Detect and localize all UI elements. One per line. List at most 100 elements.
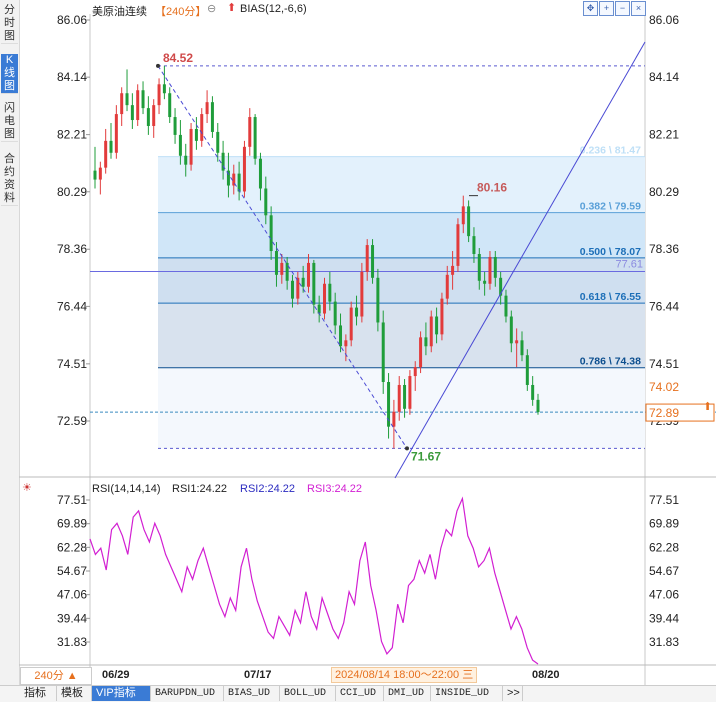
rsi-settings-icon[interactable]: ☀ — [22, 482, 32, 494]
hline-label: 77.61 — [615, 259, 643, 271]
bottom-tab-3[interactable]: BARUPDN_UD — [151, 686, 224, 701]
bottom-tab-9[interactable]: >> — [503, 686, 523, 701]
indicator-tab-bar: 指标 模板 VIP指标 BARUPDN_UD BIAS_UD BOLL_UD CCI_UD D… — [0, 685, 716, 702]
bottom-tab-4[interactable]: BIAS_UD — [224, 686, 280, 701]
scroll-up-icon: ⬆ — [703, 401, 712, 413]
candle-body — [323, 283, 327, 314]
fib-zone-2 — [158, 257, 645, 304]
high-marker — [156, 63, 160, 68]
candle-body — [376, 277, 380, 323]
candle-body — [461, 206, 465, 225]
current-price-label: 74.02 — [649, 380, 679, 394]
period-selector[interactable]: 240分 ▲ — [20, 667, 92, 685]
candle-body — [520, 340, 524, 356]
rsi-tick-right-2: 62.28 — [649, 540, 679, 554]
candle-body — [290, 280, 294, 299]
candle-body — [109, 140, 113, 153]
sidebar-tab-2[interactable]: 闪电图 — [1, 102, 18, 142]
candle-body — [285, 262, 289, 281]
candle-body — [440, 298, 444, 335]
candle-body — [424, 337, 428, 347]
candle-body — [114, 114, 118, 153]
candle-body — [408, 376, 412, 409]
fib-label-0: 0.236 \ 81.47 — [580, 145, 641, 157]
candle-body — [269, 215, 273, 252]
candle-body — [301, 277, 305, 287]
candle-body — [451, 265, 455, 275]
bottom-tab-0[interactable]: 指标 — [20, 686, 57, 701]
candle-body — [397, 384, 401, 412]
fib-label-4: 0.786 \ 74.38 — [580, 356, 641, 368]
price-tick-right-2: 82.21 — [649, 128, 679, 142]
candle-body — [104, 140, 108, 168]
candle-body — [349, 307, 353, 341]
cursor-time-label: 2024/08/14 18:00～22:00 三 — [331, 667, 478, 683]
candle-body — [419, 337, 423, 368]
zoom-out-icon[interactable]: − — [615, 1, 630, 16]
rsi-tick-right-5: 39.44 — [649, 611, 679, 625]
low-marker — [405, 446, 409, 451]
candle-body — [381, 322, 385, 383]
price-tick-right-0: 86.06 — [649, 13, 679, 27]
candle-body — [264, 188, 268, 216]
date-label-2: 07/17 — [244, 669, 272, 681]
candle-body — [344, 340, 348, 347]
close-panel-icon[interactable]: × — [631, 1, 646, 16]
rsi2-value: RSI2:24.22 — [240, 483, 296, 495]
bottom-tab-5[interactable]: BOLL_UD — [280, 686, 336, 701]
candle-body — [157, 84, 161, 106]
sidebar-tab-3[interactable]: 合约资料 — [1, 153, 18, 206]
candle-body — [130, 105, 134, 121]
date-label-3: 08/20 — [532, 669, 560, 681]
instrument-name: 美原油连续 — [92, 6, 147, 18]
rsi-line — [89, 496, 539, 665]
rsi-tick-right-0: 77.51 — [649, 493, 679, 507]
sidebar-tab-0[interactable]: 分时图 — [1, 4, 18, 44]
rsi-header: RSI(14,14,14) — [92, 483, 161, 495]
candle-body — [317, 304, 321, 314]
candle-body — [525, 355, 529, 385]
bottom-tab-1[interactable]: 模板 — [57, 686, 92, 701]
candle-body — [168, 93, 172, 118]
chart-canvas[interactable]: 0.236 \ 81.47 0.382 \ 79.59 0.500 \ 78.07 0… — [0, 0, 716, 685]
candle-body — [483, 280, 487, 284]
zoom-in-icon[interactable]: + — [599, 1, 614, 16]
rsi3-value: RSI3:24.22 — [307, 483, 363, 495]
period-badge[interactable]: 【240分】 — [155, 6, 207, 18]
candle-body — [221, 152, 225, 171]
rsi-tick-left-4: 47.06 — [57, 588, 87, 602]
candle-body — [403, 384, 407, 409]
candle-body — [216, 131, 220, 153]
rsi-tick-left-1: 69.89 — [57, 517, 87, 531]
candle-body — [306, 262, 310, 287]
rsi-tick-right-6: 31.83 — [649, 635, 679, 649]
candle-body — [493, 256, 497, 278]
candle-body — [509, 316, 513, 344]
bottom-tab-6[interactable]: CCI_UD — [336, 686, 384, 701]
candle-body — [152, 105, 156, 126]
bottom-tab-8[interactable]: INSIDE_UD — [431, 686, 503, 701]
candle-body — [515, 340, 519, 344]
candle-body — [237, 173, 241, 192]
candle-body — [242, 146, 246, 192]
bottom-tab-7[interactable]: DMI_UD — [384, 686, 431, 701]
candle-body — [413, 367, 417, 377]
fib-zone-0 — [158, 156, 645, 213]
candle-body — [93, 170, 97, 180]
fib-diagonal-line — [157, 65, 408, 449]
settings-icon[interactable]: ⊖ — [207, 3, 217, 15]
candle-body — [328, 283, 332, 302]
candle-body — [146, 108, 150, 126]
candle-body — [355, 307, 359, 317]
candle-body — [226, 170, 230, 186]
candle-body — [98, 167, 102, 180]
bottom-tab-2[interactable]: VIP指标 — [92, 686, 151, 701]
candle-body — [360, 271, 364, 317]
candle-body — [205, 102, 209, 115]
rsi-tick-left-3: 54.67 — [57, 564, 87, 578]
candle-body — [333, 301, 337, 326]
candle-body — [173, 117, 177, 135]
last-price-text: 72.89 — [649, 406, 679, 420]
fit-icon[interactable]: ✥ — [583, 1, 598, 16]
